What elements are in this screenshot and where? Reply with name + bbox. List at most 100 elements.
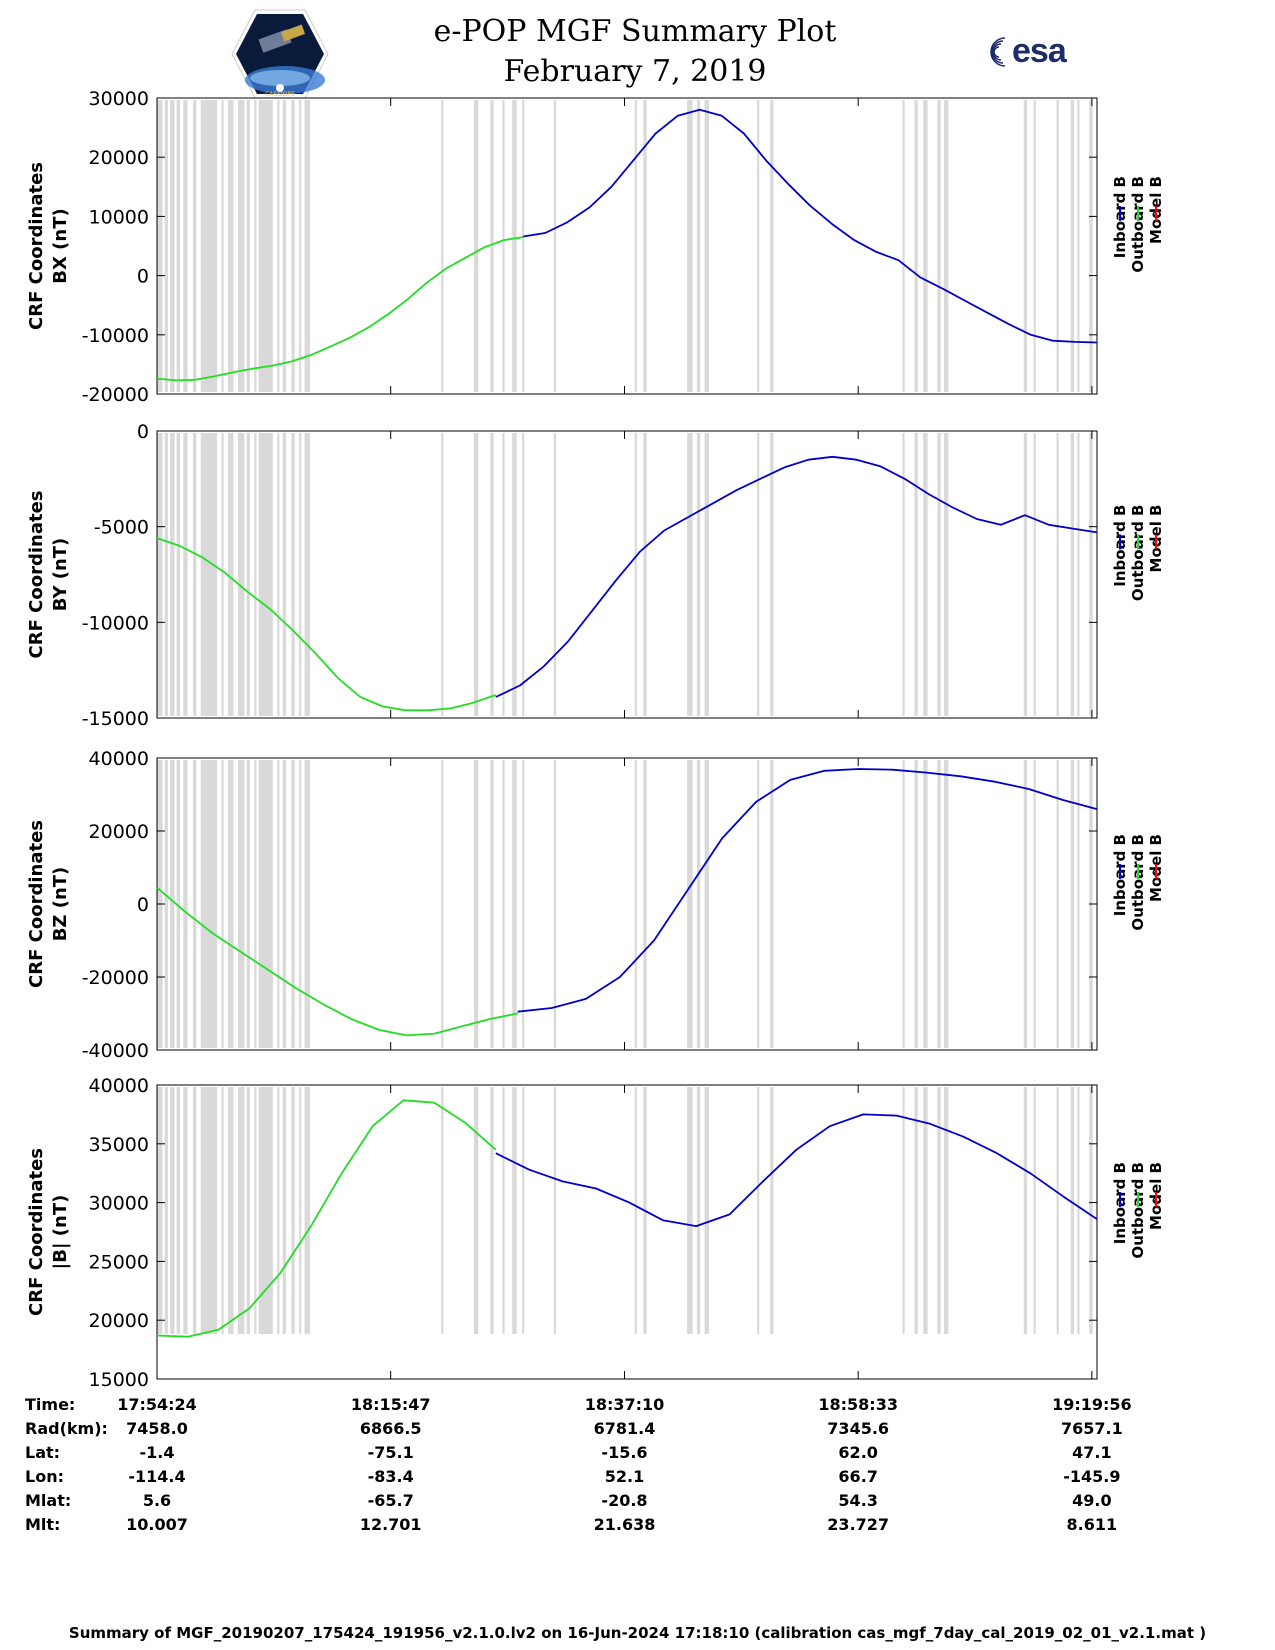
shaded-interval [200,1087,218,1334]
y-axis-label: CRF Coordinates [26,1148,47,1316]
shaded-interval [291,760,295,1048]
shaded-interval [634,433,637,716]
esa-logo-icon [990,37,1006,67]
shaded-interval [902,433,905,716]
shaded-interval [176,100,180,392]
shaded-interval [254,760,257,1048]
shaded-interval [299,760,302,1048]
series-outboard-line [156,236,524,382]
shaded-interval [553,760,556,1048]
series-outboard-line [156,537,497,712]
y-axis-label: CRF Coordinates [26,491,47,659]
shaded-interval [1023,760,1028,1048]
shaded-interval [696,100,701,392]
shaded-interval [770,100,774,392]
shaded-interval [943,1087,949,1334]
shaded-interval [1070,1087,1075,1334]
shaded-interval [277,1087,280,1334]
shaded-interval [282,433,286,716]
shaded-interval [522,760,525,1048]
y-axis-unit-label: BZ (nT) [50,867,71,942]
shaded-interval [473,100,479,392]
shaded-interval [183,433,188,716]
shaded-interval [770,433,774,716]
shaded-interval [291,1087,295,1334]
shaded-interval [193,760,197,1048]
shaded-interval [553,1087,556,1334]
shaded-interval [490,100,494,392]
legend-label: Outboard B [1129,505,1147,602]
shaded-interval [200,760,218,1048]
shaded-interval [902,760,905,1048]
shaded-interval [170,1087,175,1334]
shaded-interval [304,100,311,392]
shaded-interval [1070,760,1075,1048]
shaded-interval [258,1087,273,1334]
shaded-interval [291,433,295,716]
shaded-interval [282,1087,286,1334]
shaded-interval [914,433,918,716]
shaded-interval [176,433,180,716]
shaded-interval [473,433,479,716]
shaded-interval [228,100,234,392]
shaded-interval [687,100,693,392]
shaded-interval [1023,433,1028,716]
shaded-interval [490,760,494,1048]
series-inboard-line [517,768,1098,1013]
shaded-interval [643,433,647,716]
shaded-interval [282,100,286,392]
shaded-interval [1056,760,1059,1048]
series-inboard-line [523,108,1098,344]
y-tick-label: -10000 [82,612,149,634]
shaded-interval [914,760,918,1048]
shaded-interval [258,760,273,1048]
shaded-interval [170,433,175,716]
shaded-interval [441,100,444,392]
shaded-interval [914,1087,918,1334]
shaded-interval [914,100,918,392]
shaded-interval [221,760,224,1048]
shaded-interval [923,433,928,716]
shaded-interval [704,1087,709,1334]
shaded-interval [704,433,709,716]
series-inboard-line [495,1113,1098,1227]
y-tick-label: 40000 [89,748,149,770]
shaded-interval [643,100,647,392]
shaded-interval [277,433,280,716]
shaded-interval [157,100,163,392]
shaded-interval [634,1087,637,1334]
panel-2: 0 -5000 -10000 -15000 CRF Coordinates BY (nT)… [26,421,1165,730]
shaded-interval [200,433,218,716]
y-axis-unit-label: BY (nT) [50,538,71,612]
axes-frame [156,1084,1098,1380]
shaded-interval [553,100,556,392]
legend-label: Outboard B [1129,1162,1147,1259]
cassiope-logo: CASSIOPE [231,9,329,99]
shaded-interval [200,100,218,392]
shaded-interval [237,433,245,716]
axes-frame [156,430,1098,719]
shaded-interval [1089,433,1093,716]
shaded-interval [704,100,709,392]
shaded-interval [193,1087,197,1334]
shaded-interval [441,1087,444,1334]
shaded-interval [937,1087,941,1334]
shaded-interval [164,433,168,716]
shaded-interval [228,433,234,716]
y-tick-label: 30000 [89,88,149,110]
shaded-interval [490,1087,494,1334]
shaded-interval [923,1087,928,1334]
y-tick-label: -40000 [82,1040,149,1062]
shaded-interval [246,100,250,392]
shaded-interval [923,760,928,1048]
shaded-interval [1089,100,1093,392]
shaded-interval [170,100,175,392]
shaded-interval [193,433,197,716]
y-tick-label: -15000 [82,708,149,730]
shaded-interval [937,760,941,1048]
shaded-interval [1089,1087,1093,1334]
shaded-interval [490,433,494,716]
shaded-interval [522,100,525,392]
shaded-interval [512,433,517,716]
shaded-interval [183,1087,188,1334]
